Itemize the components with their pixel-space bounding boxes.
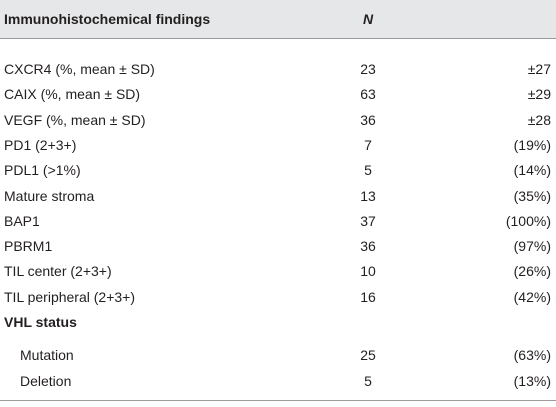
row-label: VEGF (%, mean ± SD)	[4, 111, 146, 128]
stat: (97%)	[513, 238, 551, 255]
count: 5	[364, 372, 372, 389]
stat: ±27	[527, 61, 551, 77]
row-label: Mutation	[20, 347, 74, 364]
stat: (13%)	[513, 372, 551, 389]
count: 37	[360, 212, 376, 229]
bottom-rule	[0, 400, 556, 401]
count: 25	[360, 347, 376, 364]
header-cell: N	[362, 11, 374, 27]
row-label: Mature stroma	[4, 187, 95, 204]
stat: ±29	[527, 86, 551, 103]
stat: (26%)	[513, 263, 551, 280]
stat: (14%)	[513, 162, 551, 179]
header-background	[0, 0, 556, 38]
count: 10	[360, 263, 376, 280]
row-label: TIL peripheral (2+3+)	[4, 288, 135, 305]
stat: ±28	[527, 111, 551, 128]
row-label: PD1 (2+3+)	[4, 136, 77, 153]
count: 5	[364, 162, 372, 179]
count: 23	[360, 61, 376, 77]
count: 63	[360, 86, 376, 103]
stat: (19%)	[513, 136, 551, 153]
row-label: PBRM1	[4, 238, 53, 255]
count: 13	[360, 187, 376, 204]
group-title: VHL status	[4, 314, 77, 330]
row-label: CAIX (%, mean ± SD)	[4, 86, 141, 103]
row-label: Deletion	[20, 372, 72, 389]
stat: (35%)	[513, 187, 551, 204]
count: 36	[360, 111, 376, 128]
header-rule	[0, 38, 556, 39]
row-label: BAP1	[4, 212, 40, 229]
stat: (100%)	[505, 212, 551, 229]
row-label: TIL center (2+3+)	[4, 263, 112, 280]
count: 36	[360, 238, 376, 255]
stat: (63%)	[513, 347, 551, 364]
row-label: CXCR4 (%, mean ± SD)	[4, 61, 155, 77]
count: 7	[364, 136, 372, 153]
row-label: PDL1 (>1%)	[4, 162, 81, 179]
header-cell: Immunohistochemical findings	[4, 11, 211, 27]
stat: (42%)	[513, 288, 551, 305]
count: 16	[360, 288, 376, 305]
